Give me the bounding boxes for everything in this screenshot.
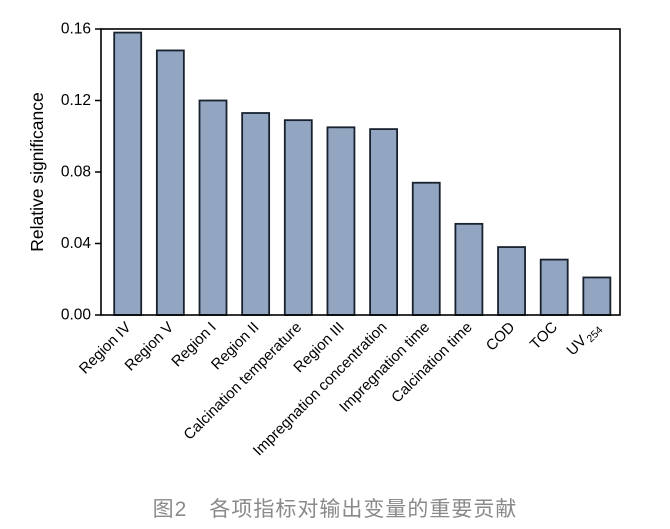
bar-2 [198, 99, 228, 316]
x-tick-label: Calcination time [388, 319, 475, 406]
x-tick-label: TOC [527, 319, 561, 353]
y-tick-label: 0.08 [61, 164, 91, 181]
y-tick-label: 0.16 [61, 21, 91, 38]
bar-3 [241, 112, 271, 316]
bar-11 [582, 276, 612, 316]
bar-chart: 0.00 0.04 0.08 0.12 0.16 Relative significanc… [27, 21, 621, 459]
y-axis-title: Relative significance [27, 92, 47, 252]
y-tick-label: 0.04 [61, 235, 92, 252]
x-tick-label: COD [483, 319, 519, 355]
y-tick-label: 0.12 [61, 92, 91, 109]
bar-9 [497, 246, 526, 316]
x-tick-label: UV254 [563, 319, 605, 361]
bar-0 [113, 31, 143, 316]
bar-8 [454, 222, 484, 316]
x-tick-label: Region IV [76, 319, 135, 378]
bar-4 [283, 119, 313, 316]
bar-5 [326, 126, 356, 316]
figure-caption: 图2 各项指标对输出变量的重要贡献 [152, 498, 518, 521]
y-tick-label: 0.00 [61, 307, 92, 324]
bar-1 [155, 49, 185, 316]
bar-7 [411, 181, 441, 316]
bar-6 [369, 128, 399, 316]
bar-10 [539, 258, 569, 316]
